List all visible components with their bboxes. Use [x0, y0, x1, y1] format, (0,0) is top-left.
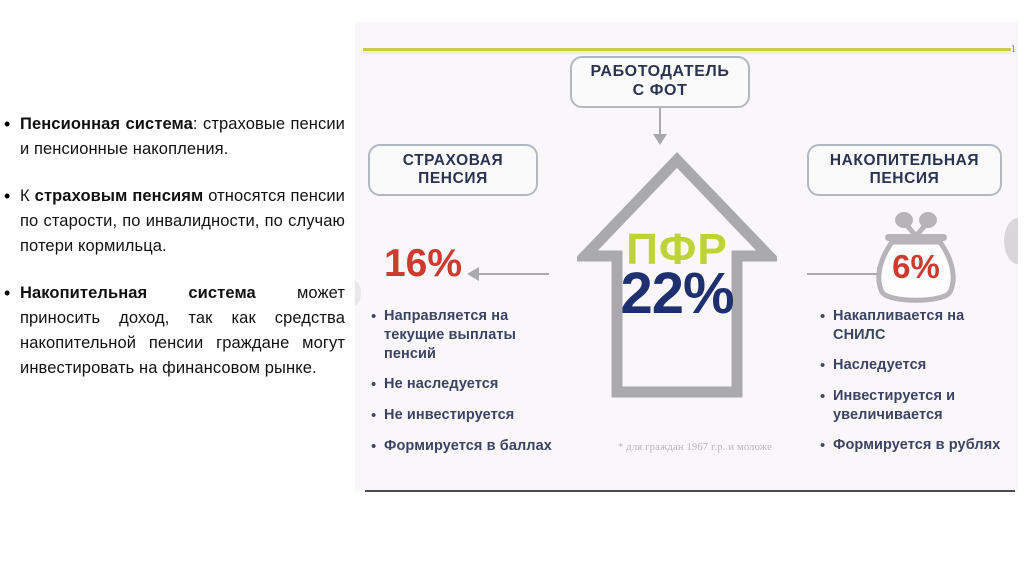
bullet-marker-icon: • — [820, 437, 826, 454]
insurance-pension-node: СТРАХОВАЯ ПЕНСИЯ — [368, 144, 538, 196]
insurance-pension-percent: 16% — [383, 242, 463, 285]
bullet-marker-icon: • — [820, 388, 826, 405]
bullet-lead: К — [20, 187, 35, 205]
list-item: • Накапливается на СНИЛС — [820, 307, 1018, 345]
slide-page-number: 1 — [1010, 43, 1017, 55]
bullet-bold-lead: Пенсионная система — [20, 115, 193, 133]
list-item-label: Направляется на текущие выплаты пенсий — [384, 308, 517, 362]
list-item: • Формируется в рублях — [820, 436, 1018, 456]
employer-node-label-line2: С ФОТ — [632, 82, 688, 99]
bullet-text: Накопительная система может приносить до… — [20, 281, 345, 381]
employer-node: РАБОТОДАТЕЛЬ С ФОТ — [570, 56, 750, 108]
list-item-label: Наследуется — [833, 357, 927, 373]
employer-node-label: РАБОТОДАТЕЛЬ С ФОТ — [591, 63, 730, 101]
list-item-label: Не инвестируется — [384, 407, 515, 423]
funded-pension-feature-list: • Накапливается на СНИЛС • Наследуется •… — [820, 307, 1018, 467]
list-item: • Не инвестируется — [371, 406, 567, 426]
footnote-text: * для граждан 1967 г.р. и моложе — [618, 442, 772, 453]
bullet-marker-icon: • — [371, 407, 377, 424]
bullet-rest: : страховые пенсии и пенсионные накоплен… — [20, 115, 345, 158]
list-item: • Пенсионная система: страховые пенсии и… — [0, 112, 345, 162]
pfr-total-percent: 22% — [620, 261, 734, 326]
bullet-marker-icon: • — [371, 438, 377, 455]
employer-node-label-line1: РАБОТОДАТЕЛЬ — [590, 63, 730, 81]
funded-pension-percent: 6% — [892, 248, 940, 285]
insurance-pension-feature-list: • Направляется на текущие выплаты пенсий… — [371, 307, 567, 468]
funded-pension-node: НАКОПИТЕЛЬНАЯ ПЕНСИЯ — [807, 144, 1002, 196]
connector-line-pfr-to-insurance — [479, 273, 549, 275]
arrow-left-icon — [467, 267, 479, 281]
bullet-bold-lead: Накопительная система — [20, 284, 256, 302]
panel-top-accent-line — [363, 48, 1011, 51]
list-item: • Не наследуется — [371, 375, 567, 395]
list-item: • Наследуется — [820, 356, 1018, 376]
connector-line-pfr-to-funded — [807, 273, 877, 275]
decorative-circle-left-icon — [355, 280, 361, 306]
list-item: • Направляется на текущие выплаты пенсий — [371, 307, 567, 364]
panel-top-accent-line-shadow — [363, 51, 1011, 54]
list-item: • Формируется в баллах — [371, 437, 567, 457]
bullet-marker-icon: • — [820, 308, 826, 325]
list-item: • Инвестируется и увеличивается — [820, 387, 1018, 425]
pfr-house-arrow-icon — [577, 152, 777, 412]
arrow-down-icon — [653, 134, 667, 145]
list-item-label: Не наследуется — [384, 376, 499, 392]
bullet-marker-icon: • — [820, 357, 826, 374]
explanatory-text-column: • Пенсионная система: страховые пенсии и… — [0, 112, 345, 403]
funded-pension-node-label: НАКОПИТЕЛЬНАЯ ПЕНСИЯ — [830, 152, 979, 189]
bullet-bold-lead: страховым пенсиям — [34, 187, 204, 205]
pension-diagram-panel: 1 РАБОТОДАТЕЛЬ С ФОТ СТРАХОВАЯ ПЕНСИЯ НА… — [355, 22, 1018, 492]
list-item: • К страховым пенсиям относятся пенсии п… — [0, 184, 345, 259]
bullet-marker-icon: • — [4, 186, 11, 206]
bullet-rest: может приносить доход, так как средства … — [20, 284, 346, 377]
bullet-text: Пенсионная система: страховые пенсии и п… — [20, 112, 345, 162]
funded-pension-label-line2: ПЕНСИЯ — [869, 170, 940, 187]
list-item-label: Инвестируется и увеличивается — [833, 388, 956, 423]
bullet-marker-icon: • — [371, 308, 377, 325]
insurance-pension-label-line2: ПЕНСИЯ — [418, 170, 488, 187]
bullet-text: К страховым пенсиям относятся пенсии по … — [20, 184, 345, 259]
panel-bottom-rule — [365, 490, 1015, 492]
decorative-circle-right-icon — [1004, 218, 1018, 264]
bullet-marker-icon: • — [4, 114, 11, 134]
pfr-label: ПФР — [626, 225, 728, 274]
purse-icon — [868, 210, 964, 310]
list-item-label: Накапливается на СНИЛС — [833, 308, 965, 343]
funded-pension-label-line1: НАКОПИТЕЛЬНАЯ — [829, 151, 980, 169]
list-item-label: Формируется в рублях — [833, 437, 1001, 453]
connector-line-employer-to-pfr — [659, 108, 661, 136]
bullet-marker-icon: • — [371, 376, 377, 393]
bullet-marker-icon: • — [4, 283, 11, 303]
list-item: • Накопительная система может приносить … — [0, 281, 345, 381]
bullet-rest: относятся пенсии по старости, по инвалид… — [20, 187, 345, 255]
list-item-label: Формируется в баллах — [384, 438, 552, 454]
insurance-pension-node-label: СТРАХОВАЯ ПЕНСИЯ — [403, 152, 504, 189]
insurance-pension-label-line1: СТРАХОВАЯ — [402, 151, 504, 169]
